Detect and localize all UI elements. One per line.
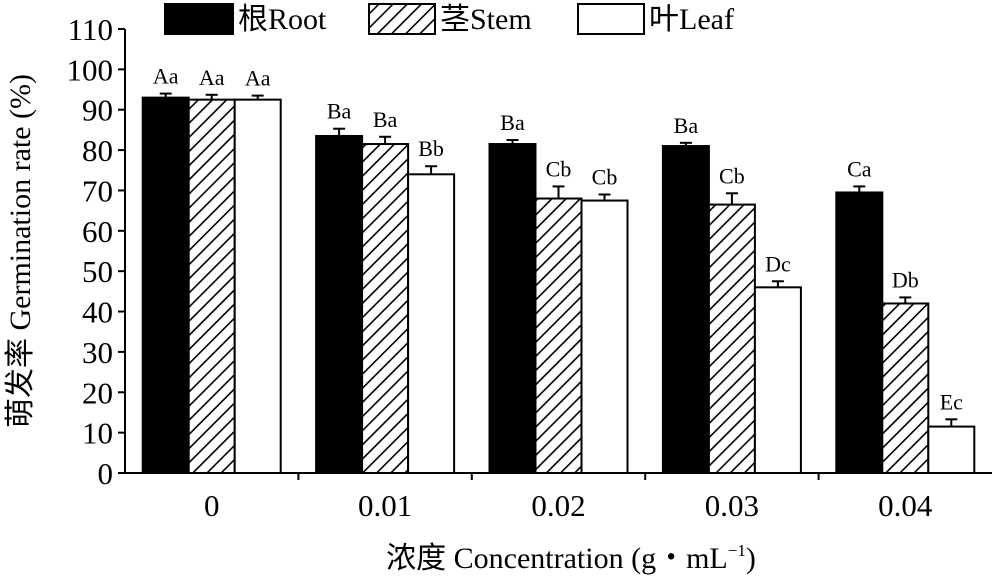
bar-label-leaf: Dc — [765, 251, 791, 276]
y-tick-label: 80 — [82, 133, 113, 168]
legend-swatch-leaf — [577, 3, 645, 35]
y-tick-label: 60 — [82, 214, 113, 249]
x-tick-label: 0 — [204, 488, 220, 523]
y-tick-label: 100 — [67, 52, 114, 87]
bar-stem — [187, 98, 236, 475]
y-tick-label: 110 — [68, 12, 113, 47]
bar-label-root: Ba — [500, 110, 525, 135]
bar-label-leaf: Aa — [245, 66, 271, 91]
y-tick-label: 40 — [82, 295, 113, 330]
y-axis-title: 萌发率 Germination rate (%) — [4, 74, 37, 428]
bar-label-root: Ba — [674, 113, 699, 138]
y-tick-label: 0 — [98, 456, 114, 491]
bar-stem — [707, 203, 756, 474]
bar-label-root: Ba — [327, 99, 352, 124]
x-axis-title-main: 浓度 Concentration (g・mL — [386, 542, 728, 575]
x-axis-ticks: 0 0.01 0.02 0.03 0.04 — [204, 473, 933, 523]
bar-stem — [881, 302, 930, 474]
y-axis-ticks: 0 10 20 30 40 50 60 70 80 90 100 110 — [67, 12, 125, 491]
bar-leaf — [407, 173, 456, 475]
legend-label-root: 根Root — [238, 3, 327, 36]
y-tick-label: 90 — [82, 93, 113, 128]
bar-label-leaf: Bb — [418, 136, 444, 161]
legend: 根Root 茎Stem 叶Leaf — [164, 3, 734, 36]
y-tick-label: 30 — [82, 335, 113, 370]
bar-label-root: Aa — [153, 64, 179, 89]
x-tick-label: 0.02 — [531, 488, 585, 523]
bar-root — [488, 143, 537, 474]
y-tick-label: 50 — [82, 254, 113, 289]
bar-root — [661, 145, 710, 475]
x-axis-title-superscript: −1 — [728, 541, 746, 560]
bar-label-stem: Cb — [719, 163, 745, 188]
bar-root — [315, 134, 364, 475]
bar-root — [835, 191, 884, 475]
bar-leaf — [927, 425, 976, 474]
y-tick-label: 70 — [82, 173, 113, 208]
bar-leaf — [580, 199, 629, 475]
bar-leaf — [753, 286, 802, 474]
legend-label-leaf: 叶Leaf — [649, 3, 734, 36]
bar-label-leaf: Ec — [940, 389, 963, 414]
y-tick-label: 10 — [82, 416, 113, 451]
x-axis-title-end: ) — [746, 542, 756, 575]
bar-label-root: Ca — [847, 156, 872, 181]
bar-label-stem: Cb — [546, 156, 572, 181]
bars-group: Aa Aa Aa Ba Ba Bb Ba Cb Cb Ba Cb Dc Ca Db Ec — [141, 64, 976, 475]
x-tick-label: 0.01 — [358, 488, 412, 523]
y-tick-label: 20 — [82, 375, 113, 410]
bar-root — [141, 96, 190, 474]
bar-label-stem: Ba — [373, 107, 398, 132]
legend-swatch-stem — [368, 3, 436, 35]
bar-label-stem: Aa — [199, 65, 225, 90]
legend-swatch-root — [164, 3, 234, 35]
x-tick-label: 0.04 — [878, 488, 933, 523]
bar-label-stem: Db — [892, 267, 919, 292]
bar-stem — [534, 197, 583, 474]
bar-label-leaf: Cb — [592, 164, 618, 189]
bar-leaf — [233, 98, 282, 475]
legend-label-stem: 茎Stem — [440, 3, 532, 36]
x-axis-title: 浓度 Concentration (g・mL−1) — [386, 541, 756, 575]
bar-stem — [361, 143, 410, 474]
x-tick-label: 0.03 — [705, 488, 759, 523]
